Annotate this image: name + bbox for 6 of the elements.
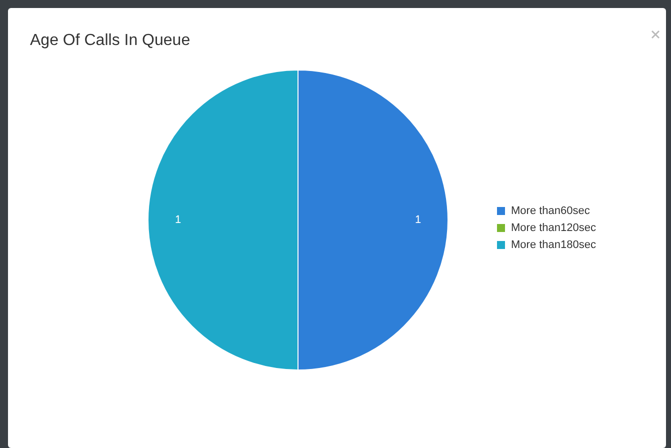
chart-title: Age Of Calls In Queue — [30, 32, 190, 50]
data-label: 1 — [414, 214, 422, 226]
legend-label: More than120sec — [511, 222, 596, 234]
data-label: 1 — [174, 214, 182, 226]
legend-label: More than60sec — [511, 205, 590, 217]
legend-label: More than180sec — [511, 239, 596, 251]
